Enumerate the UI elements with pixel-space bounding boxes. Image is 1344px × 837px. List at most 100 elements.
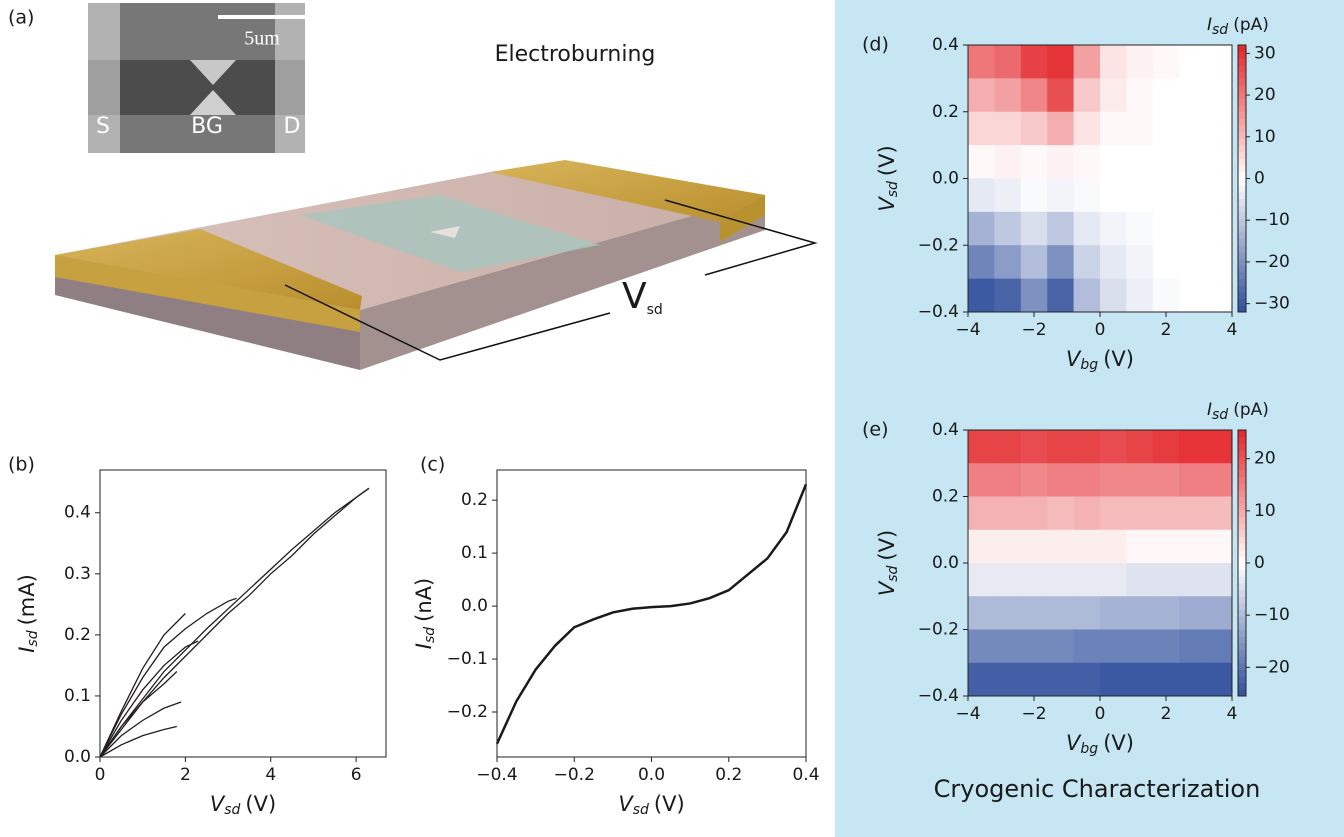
heatmap-cell	[1126, 629, 1154, 664]
heatmap-cell	[1073, 496, 1101, 531]
colorbar-segment	[1238, 71, 1246, 79]
heatmap-cell	[1047, 45, 1075, 79]
colorbar-segment	[1238, 430, 1246, 438]
heatmap-cell	[1047, 178, 1075, 213]
y-tick-label: 0.4	[64, 503, 91, 523]
heatmap-cell	[1047, 463, 1075, 497]
colorbar-segment	[1238, 165, 1246, 173]
colorbar-segment	[1238, 78, 1246, 86]
heatmap-cell	[1126, 78, 1154, 113]
heatmap-cell	[1020, 496, 1048, 531]
colorbar-segment	[1238, 305, 1246, 313]
colorbar-segment	[1238, 503, 1246, 511]
plot-frame	[496, 469, 807, 758]
colorbar-segment	[1238, 649, 1246, 657]
heatmap-cell	[1126, 430, 1154, 464]
heatmap-cell	[1047, 145, 1075, 179]
heatmap-cell	[994, 496, 1022, 531]
heatmap-cell	[1020, 178, 1048, 213]
x-tick-label: −0.4	[476, 765, 517, 785]
colorbar-tick-label: −20	[1254, 657, 1290, 677]
heatmap-cell	[968, 563, 995, 597]
label-subscript: sd	[633, 802, 649, 818]
y-tick-label: 0.4	[932, 420, 959, 440]
heatmap-cell	[1100, 111, 1127, 146]
heatmap-cell	[1179, 596, 1207, 630]
colorbar-segment	[1238, 476, 1246, 484]
colorbar-segment	[1238, 265, 1246, 273]
y-tick-label: 0.1	[64, 686, 91, 706]
heatmap-cell	[1020, 563, 1048, 597]
heatmap-cell	[1073, 563, 1101, 597]
heatmap-cell	[1047, 496, 1075, 531]
colorbar-segment	[1238, 469, 1246, 478]
y-tick-label: 0.0	[64, 747, 91, 767]
bias-symbol: V	[622, 276, 647, 317]
colorbar-segment	[1238, 251, 1246, 260]
colorbar-segment	[1238, 238, 1246, 246]
colorbar-segment	[1238, 118, 1246, 126]
label-symbol: I	[1207, 400, 1212, 420]
colorbar-segment	[1238, 105, 1246, 113]
heatmap-cell	[994, 245, 1022, 280]
heatmap-cell	[1073, 178, 1101, 213]
y-tick-label: 0.0	[932, 169, 959, 189]
colorbar-segment	[1238, 125, 1246, 133]
heatmap-cell	[968, 178, 995, 213]
scale-bar-label: 5um	[244, 28, 280, 50]
heatmap-cell	[1100, 45, 1127, 79]
heatmap-cell	[1073, 596, 1101, 630]
heatmap-cell	[1152, 629, 1180, 664]
panel-label: (c)	[420, 454, 445, 476]
colorbar-segment	[1238, 158, 1246, 166]
heatmap-cell	[1152, 211, 1180, 246]
colorbar-segment	[1238, 91, 1246, 99]
heatmap-cell	[1205, 529, 1233, 564]
heatmap-cell	[1073, 45, 1101, 79]
colorbar-tick-label: 20	[1254, 85, 1276, 105]
heatmap-cell	[1126, 596, 1154, 630]
heatmap-cell	[1047, 111, 1075, 146]
colorbar-segment	[1238, 145, 1246, 153]
heatmap-cell	[1100, 211, 1127, 246]
heatmap-cell	[994, 78, 1022, 113]
heatmap-cell	[1205, 178, 1233, 213]
heatmap-cell	[1100, 245, 1127, 280]
label-symbol: I	[15, 647, 39, 653]
colorbar-segment	[1238, 198, 1246, 206]
y-tick-label: −0.2	[447, 702, 488, 722]
colorbar-segment	[1238, 669, 1246, 677]
heatmap-cell	[1152, 45, 1180, 79]
heatmap-cell	[1073, 111, 1101, 146]
colorbar-segment	[1238, 676, 1246, 684]
heatmap-cell	[994, 278, 1022, 313]
heatmap-cell	[1152, 529, 1180, 564]
heatmap-cell	[1205, 463, 1233, 497]
colorbar-segment	[1238, 563, 1246, 571]
label-unit: (nA)	[412, 578, 436, 622]
heatmap-cell	[1152, 145, 1180, 179]
colorbar-segment	[1238, 185, 1246, 193]
colorbar-segment	[1238, 98, 1246, 106]
colorbar-tick-label: −10	[1254, 210, 1290, 230]
heatmap-cell	[1126, 211, 1154, 246]
colorbar-segment	[1238, 298, 1246, 306]
heatmap-cell	[1126, 563, 1154, 597]
x-tick-label: −0.2	[554, 765, 595, 785]
caption: Cryogenic Characterization	[934, 775, 1261, 803]
x-axis-label: Vsd (V)	[210, 792, 276, 818]
colorbar-segment	[1238, 171, 1246, 179]
colorbar-segment	[1238, 682, 1246, 690]
heatmap-cell	[1179, 211, 1207, 246]
colorbar-tick-label: −10	[1254, 605, 1290, 625]
label-symbol: V	[1066, 731, 1082, 755]
label-symbol: I	[412, 643, 436, 649]
colorbar-segment	[1238, 45, 1246, 53]
heatmap-cell	[1205, 78, 1233, 113]
heatmap-cell	[994, 596, 1022, 630]
y-tick-label: 0.0	[461, 596, 488, 616]
colorbar-segment	[1238, 85, 1246, 93]
heatmap-cell	[1205, 662, 1233, 697]
heatmap-cell	[968, 662, 995, 697]
heatmap-cell	[1100, 529, 1127, 564]
